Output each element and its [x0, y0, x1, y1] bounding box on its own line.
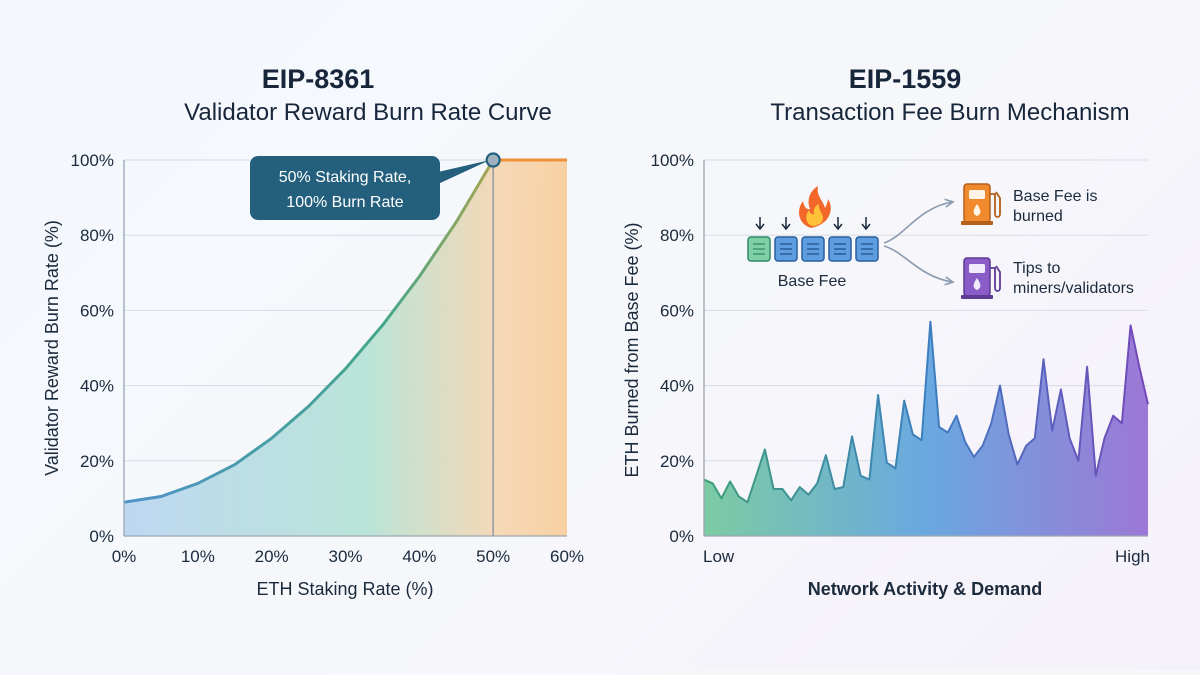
- left-y-tick-label: 80%: [80, 226, 114, 245]
- left-y-tick-label: 60%: [80, 301, 114, 320]
- transaction-block-icon: [828, 236, 852, 262]
- left-y-tick-label: 40%: [80, 377, 114, 396]
- annotation-line-1: 50% Staking Rate,: [279, 169, 412, 186]
- left-x-tick-label: 50%: [476, 547, 510, 566]
- left-x-tick-label: 10%: [181, 547, 215, 566]
- left-x-tick-label: 60%: [550, 547, 584, 566]
- fuel-pump-icon: [961, 183, 1001, 225]
- annotation-box: [250, 156, 440, 220]
- right-y-tick-label: 0%: [669, 527, 694, 546]
- burn-arrow: [883, 202, 952, 244]
- right-y-tick-label: 20%: [660, 452, 694, 471]
- transaction-block-icon: [801, 236, 825, 262]
- right-chart-title: EIP-1559: [849, 64, 962, 94]
- left-x-tick-label: 30%: [328, 547, 362, 566]
- right-x-tick-low: Low: [703, 547, 735, 566]
- right-area-fill: [704, 321, 1148, 536]
- left-y-tick-label: 20%: [80, 452, 114, 471]
- left-y-ticks: 0% 20% 40% 60% 80% 100%: [71, 151, 114, 546]
- right-y-ticks: 0% 20% 40% 60% 80% 100%: [651, 151, 694, 546]
- right-chart-subtitle: Transaction Fee Burn Mechanism: [770, 99, 1129, 126]
- right-y-axis-label: ETH Burned from Base Fee (%): [622, 222, 642, 477]
- left-series-line: [123, 159, 495, 504]
- transaction-blocks: [747, 236, 879, 262]
- transaction-block-icon: [747, 236, 771, 262]
- right-y-tick-label: 100%: [651, 151, 694, 170]
- down-arrow-icon: [833, 217, 843, 231]
- transaction-block-icon: [855, 236, 879, 262]
- down-arrow-icon: [861, 217, 871, 231]
- burn-label-line-2: burned: [1013, 208, 1063, 225]
- left-x-tick-label: 40%: [402, 547, 436, 566]
- right-y-tick-label: 60%: [660, 301, 694, 320]
- left-x-tick-label: 0%: [112, 547, 137, 566]
- base-fee-label: Base Fee: [778, 273, 847, 290]
- left-chart: EIP-8361 Validator Reward Burn Rate Curv…: [42, 64, 584, 599]
- fee-diagram: Base Fee Base Fee is burned Tips to mine…: [747, 183, 1134, 299]
- left-chart-title: EIP-8361: [262, 64, 375, 94]
- annotation-point: [485, 152, 501, 168]
- down-arrow-icon: [781, 217, 791, 231]
- right-series-line: [703, 320, 1149, 504]
- right-chart: EIP-1559 Transaction Fee Burn Mechanism …: [622, 64, 1150, 599]
- burn-label-line-1: Base Fee is: [1013, 188, 1097, 205]
- left-area-fill: [124, 160, 567, 536]
- left-y-axis-label: Validator Reward Burn Rate (%): [42, 220, 62, 476]
- left-x-ticks: 0% 10% 20% 30% 40% 50% 60%: [112, 547, 584, 566]
- right-x-tick-high: High: [1115, 547, 1150, 566]
- left-x-axis-label: ETH Staking Rate (%): [256, 579, 433, 599]
- tip-arrow: [883, 245, 952, 282]
- left-chart-subtitle: Validator Reward Burn Rate Curve: [184, 99, 552, 126]
- transaction-block-icon: [774, 236, 798, 262]
- right-y-tick-label: 40%: [660, 377, 694, 396]
- down-arrow-icon: [755, 217, 765, 231]
- right-x-axis-label: Network Activity & Demand: [808, 579, 1042, 599]
- down-arrow-icon-group: [755, 217, 871, 231]
- left-x-tick-label: 20%: [255, 547, 289, 566]
- annotation-line-2: 100% Burn Rate: [286, 194, 404, 211]
- tip-label-line-2: miners/validators: [1013, 280, 1134, 297]
- tip-label-line-1: Tips to: [1013, 260, 1061, 277]
- left-y-tick-label: 0%: [89, 527, 114, 546]
- left-annotation: 50% Staking Rate, 100% Burn Rate: [250, 152, 501, 220]
- left-y-tick-label: 100%: [71, 151, 114, 170]
- fire-icon: [799, 186, 831, 228]
- fuel-pump-icon: [961, 257, 1001, 299]
- right-y-tick-label: 80%: [660, 226, 694, 245]
